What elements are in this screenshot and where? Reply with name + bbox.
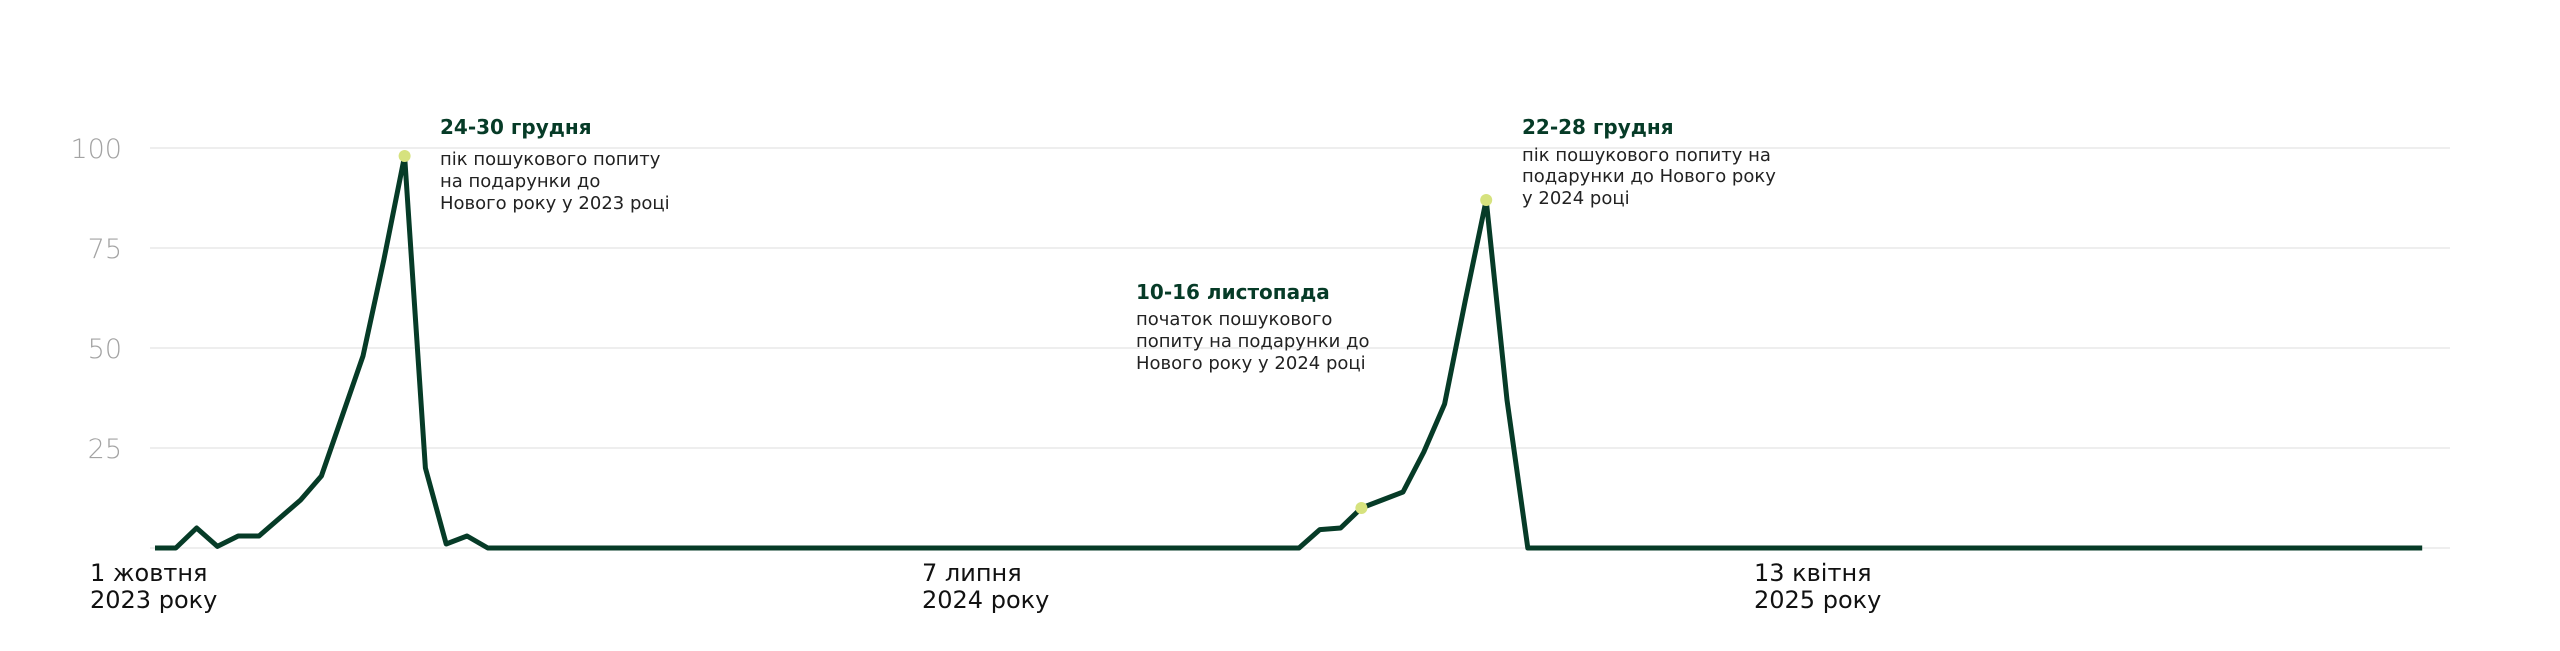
annotation-peak-2023: 24-30 грудня пік пошукового попиту на по…: [440, 115, 670, 214]
x-tick-label: 13 квітня: [1754, 559, 1872, 587]
annotation-markers: [398, 150, 1493, 514]
annotation-peak-2024: 22-28 грудня пік пошукового попиту на по…: [1522, 115, 1776, 209]
y-axis: 100 75 50 25: [70, 134, 122, 465]
y-tick-label: 25: [88, 434, 122, 465]
annotation-start-2024: 10-16 листопада початок пошукового попит…: [1136, 280, 1369, 374]
annotation-text: пік пошукового попиту: [440, 149, 661, 170]
annotation-marker: [398, 150, 411, 162]
annotation-marker: [1480, 194, 1493, 206]
annotation-text: Нового року у 2024 році: [1136, 353, 1366, 374]
annotation-text: початок пошукового: [1136, 309, 1332, 330]
annotation-text: Нового року у 2023 році: [440, 193, 670, 214]
x-tick-label: 7 липня: [922, 559, 1022, 587]
annotation-text: у 2024 році: [1522, 188, 1630, 209]
annotation-text: пік пошукового попиту на: [1522, 145, 1771, 166]
annotation-title: 10-16 листопада: [1136, 280, 1330, 304]
y-tick-label: 75: [88, 234, 122, 265]
annotation-title: 24-30 грудня: [440, 115, 592, 139]
annotation-text: подарунки до Нового року: [1522, 166, 1776, 187]
annotation-text: на подарунки до: [440, 171, 600, 192]
x-tick-label: 1 жовтня: [90, 559, 207, 587]
x-tick-label: 2023 року: [90, 586, 217, 614]
y-tick-label: 100: [70, 134, 122, 165]
x-tick-label: 2024 року: [922, 586, 1049, 614]
annotation-marker: [1355, 502, 1368, 514]
x-tick-label: 2025 року: [1754, 586, 1881, 614]
series-line: [155, 153, 2423, 551]
annotation-title: 22-28 грудня: [1522, 115, 1674, 139]
annotation-text: попиту на подарунки до: [1136, 331, 1369, 352]
y-tick-label: 50: [88, 334, 122, 365]
